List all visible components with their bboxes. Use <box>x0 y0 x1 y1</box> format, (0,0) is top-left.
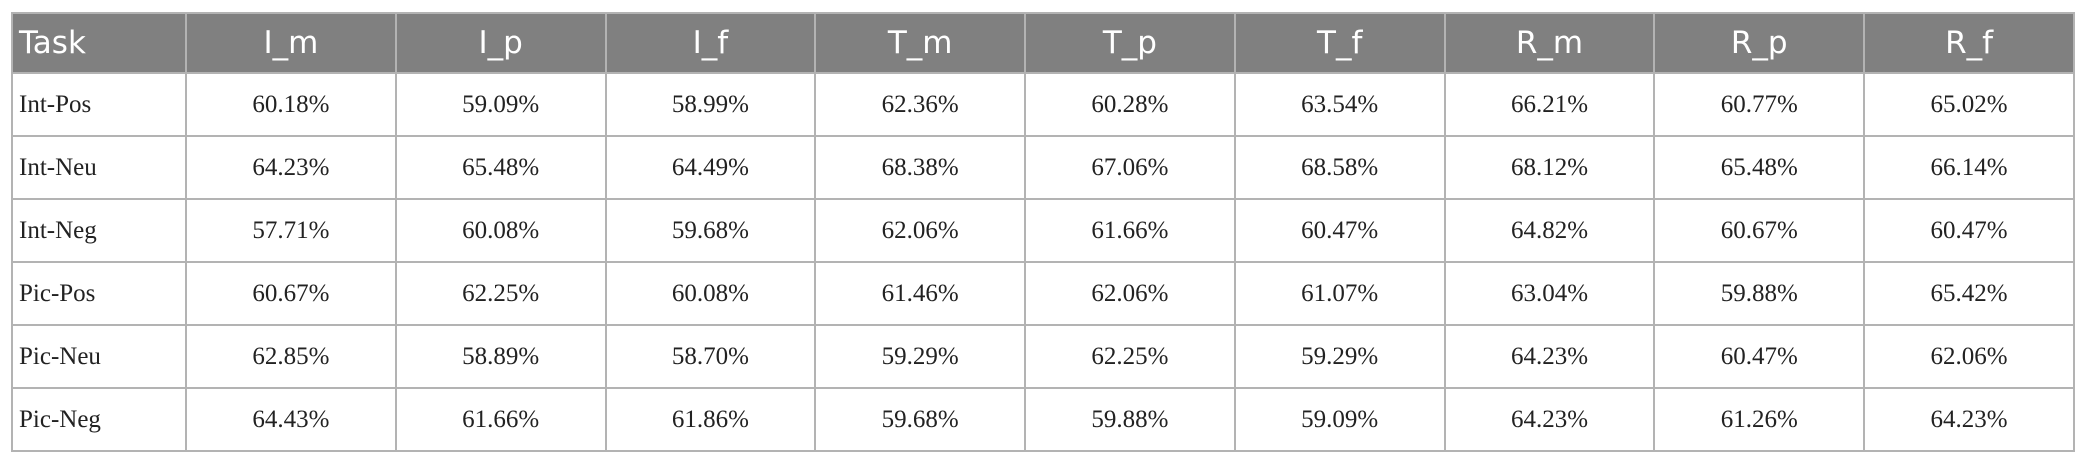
value-cell: 58.89% <box>394 324 607 389</box>
value-cell: 64.43% <box>185 387 397 452</box>
value-cell: 58.70% <box>604 324 817 389</box>
value-cell: 62.25% <box>394 261 607 326</box>
header-cell: T_m <box>814 12 1027 74</box>
row-label: Pic-Neg <box>11 387 187 452</box>
results-table: Task I_m I_p I_f T_m T_p T_f R_m R_p R_f Int-Pos 6… <box>11 12 2075 452</box>
value-cell: 64.23% <box>1443 324 1656 389</box>
value-cell: 63.04% <box>1443 261 1656 326</box>
value-cell: 60.47% <box>1233 198 1446 263</box>
header-cell: Task <box>11 12 187 74</box>
value-cell: 61.26% <box>1653 387 1866 452</box>
value-cell: 61.07% <box>1233 261 1446 326</box>
row-label: Pic-Pos <box>11 261 187 326</box>
table-row: Pic-Neu 62.85% 58.89% 58.70% 59.29% 62.25% 59.… <box>11 324 2075 389</box>
row-label: Int-Pos <box>11 72 187 137</box>
value-cell: 60.28% <box>1024 72 1236 137</box>
value-cell: 60.67% <box>1653 198 1866 263</box>
value-cell: 62.25% <box>1024 324 1236 389</box>
value-cell: 64.23% <box>1863 387 2075 452</box>
value-cell: 62.85% <box>185 324 397 389</box>
value-cell: 65.48% <box>394 135 607 200</box>
value-cell: 62.06% <box>1024 261 1236 326</box>
value-cell: 68.58% <box>1233 135 1446 200</box>
value-cell: 59.09% <box>394 72 607 137</box>
table-row: Int-Neu 64.23% 65.48% 64.49% 68.38% 67.06% 68.… <box>11 135 2075 200</box>
table-row: Int-Neg 57.71% 60.08% 59.68% 62.06% 61.66% 60.… <box>11 198 2075 263</box>
value-cell: 59.29% <box>1233 324 1446 389</box>
header-cell: I_p <box>394 12 607 74</box>
value-cell: 65.48% <box>1653 135 1866 200</box>
value-cell: 61.46% <box>814 261 1027 326</box>
value-cell: 62.06% <box>1863 324 2075 389</box>
value-cell: 66.14% <box>1863 135 2075 200</box>
header-cell: I_f <box>604 12 817 74</box>
value-cell: 60.47% <box>1653 324 1866 389</box>
value-cell: 59.68% <box>604 198 817 263</box>
value-cell: 66.21% <box>1443 72 1656 137</box>
row-label: Int-Neu <box>11 135 187 200</box>
table-row: Pic-Neg 64.43% 61.66% 61.86% 59.68% 59.88% 59.… <box>11 387 2075 452</box>
row-label: Int-Neg <box>11 198 187 263</box>
value-cell: 62.06% <box>814 198 1027 263</box>
value-cell: 64.23% <box>1443 387 1656 452</box>
value-cell: 57.71% <box>185 198 397 263</box>
header-row: Task I_m I_p I_f T_m T_p T_f R_m R_p R_f <box>11 12 2075 74</box>
value-cell: 60.08% <box>394 198 607 263</box>
value-cell: 59.29% <box>814 324 1027 389</box>
table-body: Int-Pos 60.18% 59.09% 58.99% 62.36% 60.28% 63.… <box>11 72 2075 452</box>
value-cell: 68.12% <box>1443 135 1656 200</box>
value-cell: 65.02% <box>1863 72 2075 137</box>
value-cell: 60.47% <box>1863 198 2075 263</box>
row-label: Pic-Neu <box>11 324 187 389</box>
value-cell: 61.86% <box>604 387 817 452</box>
value-cell: 60.08% <box>604 261 817 326</box>
value-cell: 59.88% <box>1653 261 1866 326</box>
value-cell: 62.36% <box>814 72 1027 137</box>
value-cell: 58.99% <box>604 72 817 137</box>
value-cell: 68.38% <box>814 135 1027 200</box>
header-cell: R_m <box>1443 12 1656 74</box>
value-cell: 60.18% <box>185 72 397 137</box>
header-cell: T_f <box>1233 12 1446 74</box>
value-cell: 64.82% <box>1443 198 1656 263</box>
header-cell: T_p <box>1024 12 1236 74</box>
value-cell: 61.66% <box>1024 198 1236 263</box>
value-cell: 64.23% <box>185 135 397 200</box>
header-cell: I_m <box>185 12 397 74</box>
header-cell: R_f <box>1863 12 2075 74</box>
value-cell: 61.66% <box>394 387 607 452</box>
header-cell: R_p <box>1653 12 1866 74</box>
value-cell: 63.54% <box>1233 72 1446 137</box>
value-cell: 65.42% <box>1863 261 2075 326</box>
value-cell: 64.49% <box>604 135 817 200</box>
value-cell: 59.68% <box>814 387 1027 452</box>
value-cell: 60.67% <box>185 261 397 326</box>
table-row: Pic-Pos 60.67% 62.25% 60.08% 61.46% 62.06% 61.… <box>11 261 2075 326</box>
table-row: Int-Pos 60.18% 59.09% 58.99% 62.36% 60.28% 63.… <box>11 72 2075 137</box>
value-cell: 59.09% <box>1233 387 1446 452</box>
value-cell: 59.88% <box>1024 387 1236 452</box>
value-cell: 67.06% <box>1024 135 1236 200</box>
value-cell: 60.77% <box>1653 72 1866 137</box>
